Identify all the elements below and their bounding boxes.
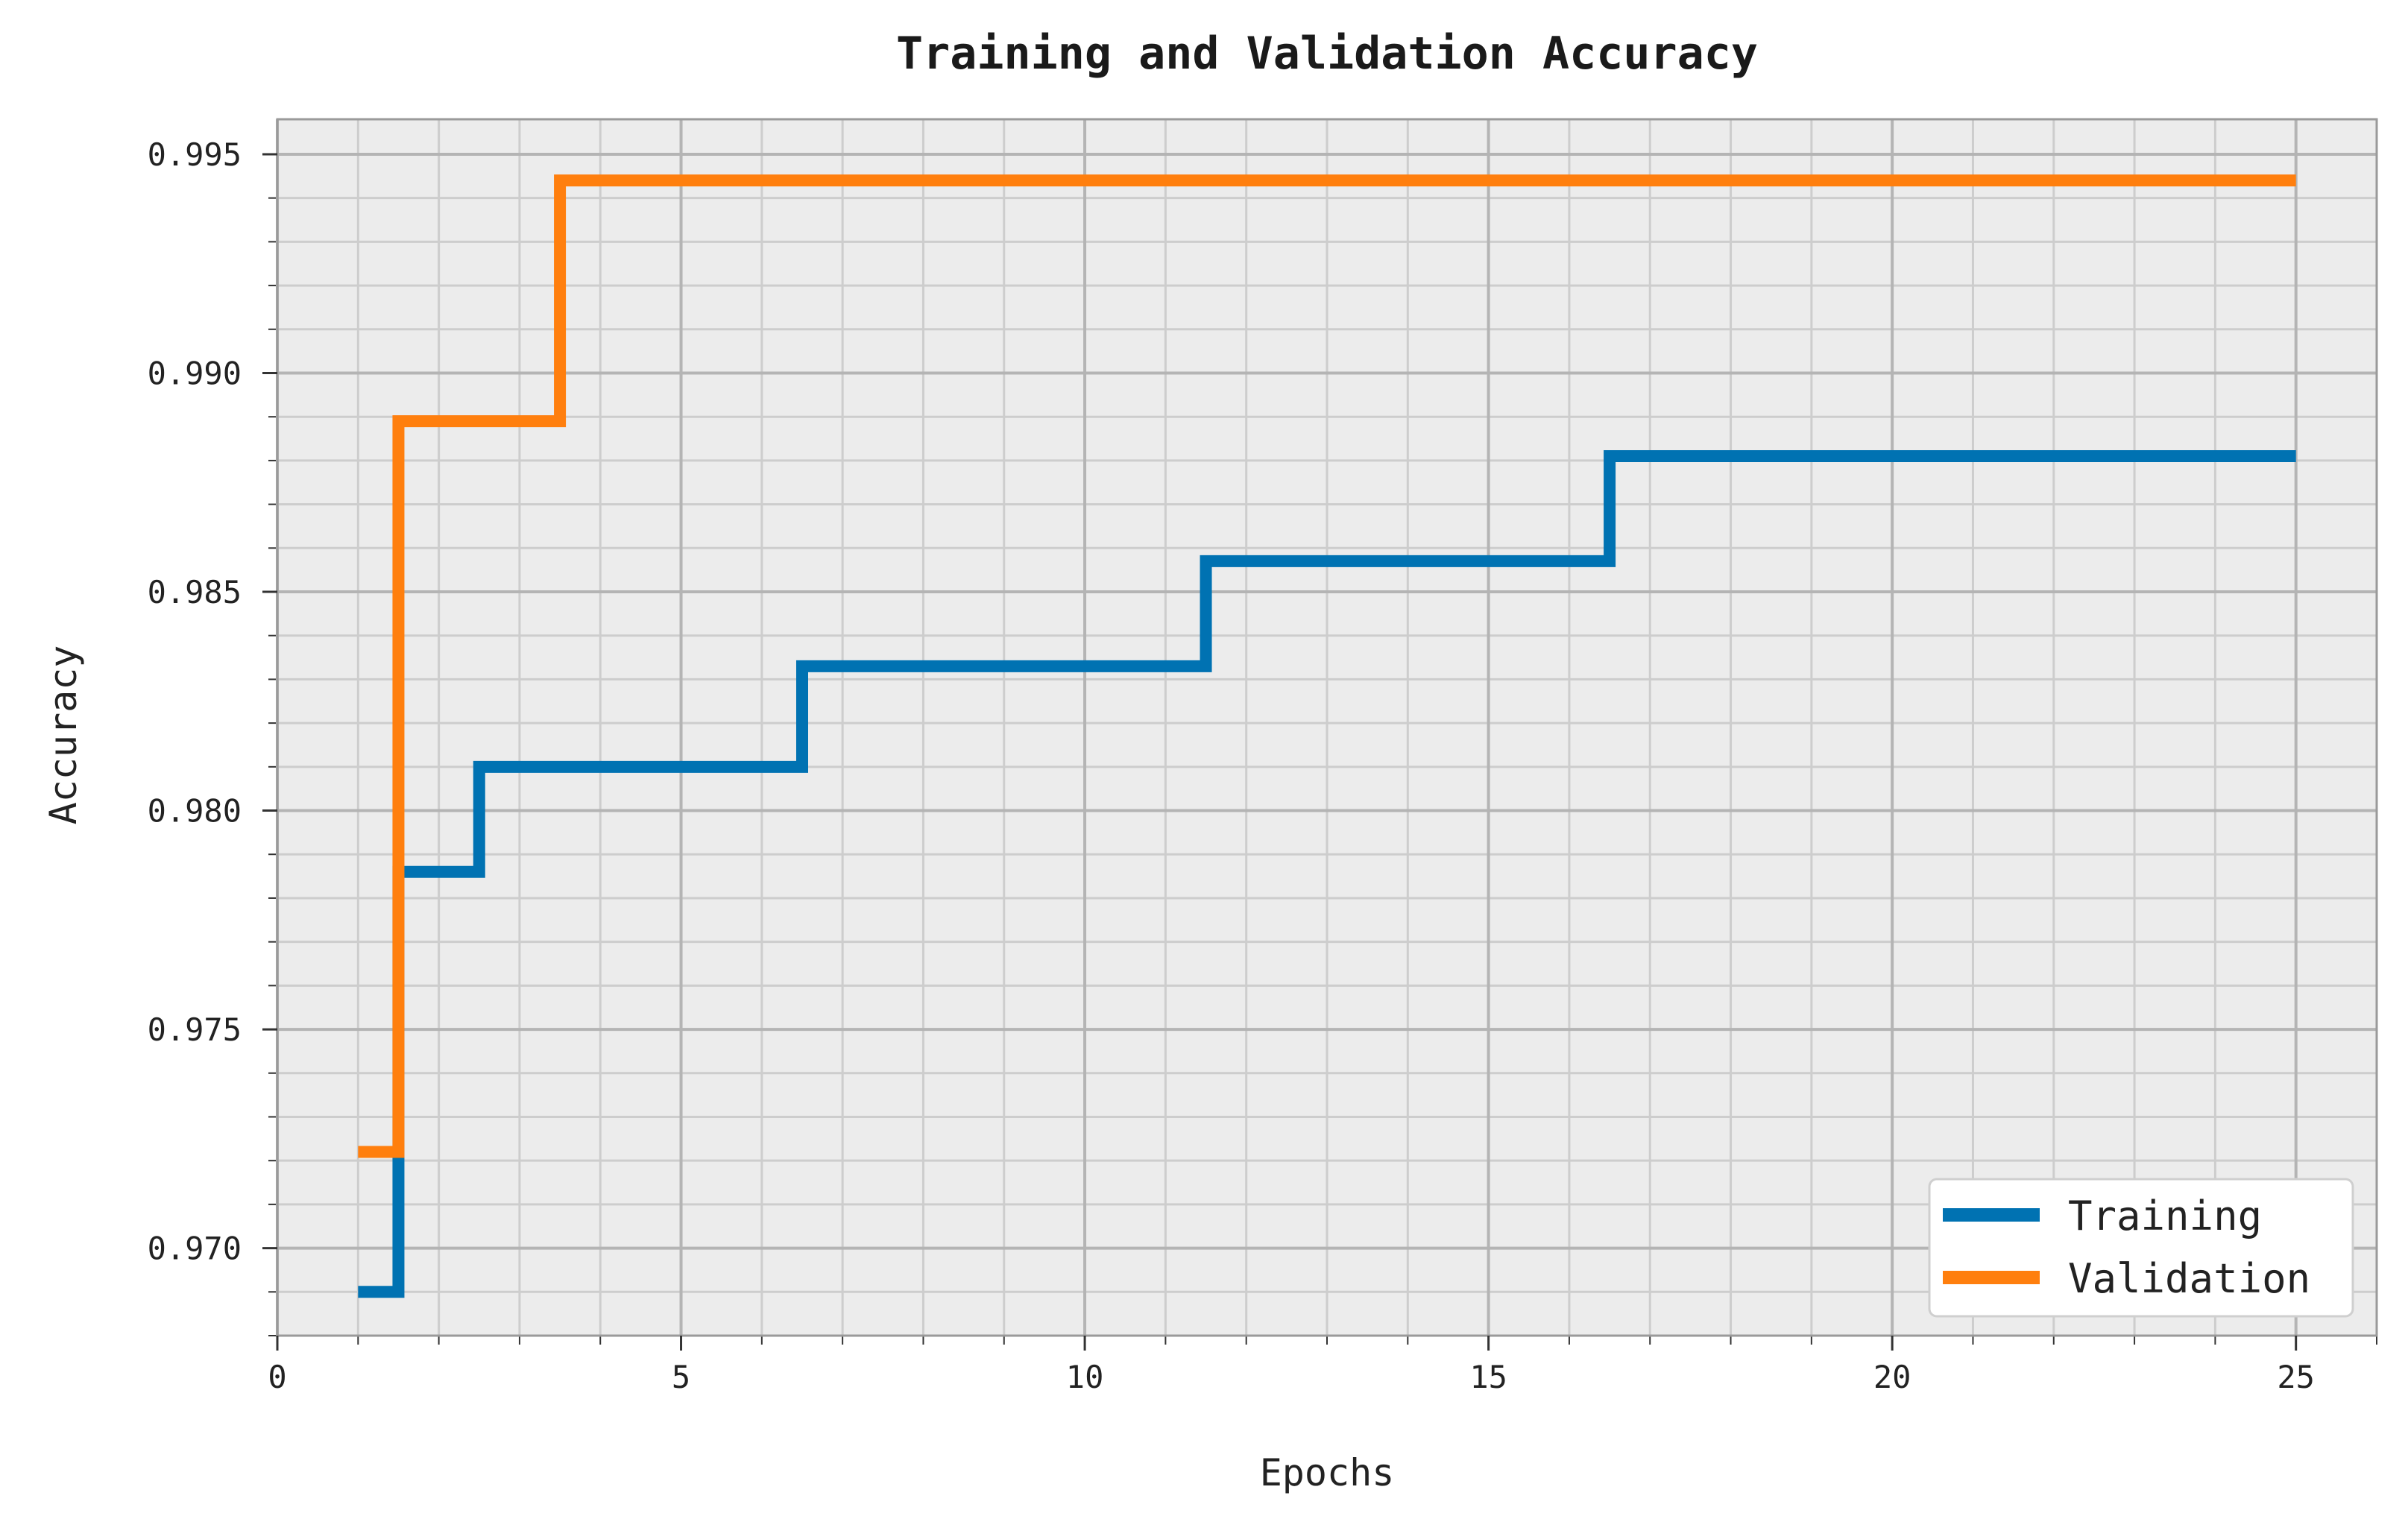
x-tick-label: 0 <box>268 1359 286 1395</box>
minor-grid <box>268 119 2378 1345</box>
x-tick-label: 15 <box>1469 1359 1507 1395</box>
plot-frame <box>276 118 2378 1337</box>
major-grid <box>276 119 2377 1336</box>
y-tick-label: 0.995 <box>148 136 242 173</box>
series-line-training <box>358 450 2296 1298</box>
y-axis-label: Accuracy <box>42 645 85 825</box>
x-tick-label: 10 <box>1066 1359 1104 1395</box>
legend-training-label: Training <box>2068 1193 2262 1239</box>
series-layer <box>358 174 2296 1298</box>
legend: Training Validation <box>1928 1178 2354 1318</box>
chart-title: Training and Validation Accuracy <box>896 28 1758 80</box>
y-tick-label: 0.990 <box>148 355 242 391</box>
y-tick-label: 0.975 <box>148 1011 242 1048</box>
x-tick-label: 20 <box>1873 1359 1911 1395</box>
x-axis-label: Epochs <box>1260 1451 1395 1494</box>
y-tick-label: 0.970 <box>148 1231 242 1267</box>
y-tick-label: 0.980 <box>148 793 242 830</box>
legend-validation-label: Validation <box>2068 1255 2310 1302</box>
y-axis: 0.970 0.975 0.980 0.985 0.990 0.995 <box>148 136 277 1267</box>
y-tick-label: 0.985 <box>148 574 242 610</box>
x-tick-label: 5 <box>672 1359 690 1395</box>
x-axis: 0 5 10 15 20 25 <box>268 1336 2315 1395</box>
series-line-validation <box>358 174 2296 1158</box>
x-tick-label: 25 <box>2277 1359 2315 1395</box>
